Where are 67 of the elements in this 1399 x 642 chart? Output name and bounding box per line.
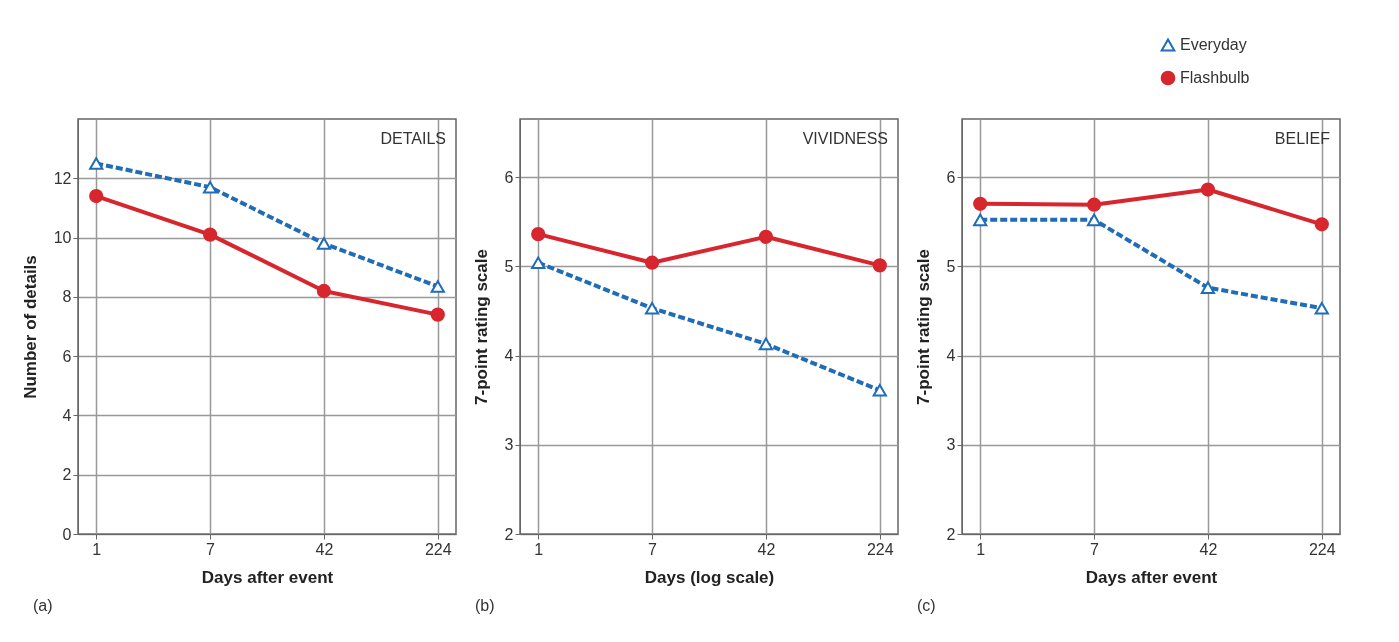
point: [430, 280, 445, 293]
point: [531, 256, 546, 269]
point: [758, 337, 774, 351]
y-tick-label: 3: [504, 436, 514, 454]
x-tick-label: 1: [534, 540, 544, 558]
x-axis-title: Days after event: [201, 567, 334, 587]
x-axis-title: Days after event: [1085, 567, 1218, 587]
point: [1314, 217, 1329, 232]
text: BELIEF: [1274, 130, 1331, 147]
y-tick-label: 4: [504, 347, 514, 365]
y-tick-label: 3: [946, 436, 956, 454]
point: [973, 213, 988, 227]
x-tick-label: 42: [1199, 540, 1218, 558]
point: [531, 227, 546, 242]
point: [1200, 281, 1216, 294]
text: (b): [475, 597, 495, 614]
y-tick-label: 5: [946, 257, 956, 275]
point: [1086, 197, 1102, 212]
y-tick-label: 0: [62, 525, 72, 543]
x-tick-label: 224: [1308, 540, 1336, 558]
point: [89, 157, 104, 170]
point: [202, 227, 218, 242]
y-tick-label: 6: [62, 347, 72, 365]
point: [644, 255, 660, 270]
point: [89, 188, 104, 204]
y-axis-title: Number of details: [20, 255, 40, 399]
point: [973, 196, 988, 211]
x-tick-label: 224: [424, 540, 452, 558]
y-tick-label: 10: [53, 229, 72, 247]
text: (c): [917, 597, 936, 614]
x-tick-label: 7: [648, 540, 658, 558]
x-tick-label: 42: [315, 540, 334, 558]
point: [1086, 213, 1102, 227]
point: [1200, 182, 1216, 197]
point: [316, 237, 332, 250]
legend-label: Flashbulb: [1180, 69, 1250, 86]
y-tick-label: 6: [504, 168, 514, 186]
x-tick-label: 7: [1090, 540, 1100, 558]
x-tick-label: 1: [976, 540, 986, 558]
point: [202, 180, 218, 194]
point: [316, 283, 332, 299]
y-tick-label: 6: [946, 168, 956, 186]
y-tick-label: 4: [62, 406, 72, 424]
legend-label: Everyday: [1180, 36, 1247, 53]
y-tick-label: 2: [62, 466, 72, 484]
point: [644, 301, 660, 315]
text: (a): [33, 597, 53, 614]
point: [872, 384, 887, 397]
y-tick-label: 5: [504, 257, 514, 275]
y-tick-label: 8: [62, 288, 72, 306]
y-tick-label: 2: [504, 525, 514, 543]
x-tick-label: 42: [757, 540, 776, 558]
point: [430, 307, 445, 322]
x-tick-label: 1: [92, 540, 102, 558]
y-axis-title: 7-point rating scale: [913, 249, 933, 405]
point: [872, 258, 887, 273]
point: [1314, 301, 1329, 315]
x-axis-title: Days (log scale): [644, 567, 775, 587]
y-axis-title: 7-point rating scale: [471, 249, 491, 405]
text: DETAILS: [380, 130, 446, 147]
text: VIVIDNESS: [802, 130, 888, 147]
y-tick-label: 12: [53, 169, 72, 187]
y-tick-label: 4: [946, 347, 956, 365]
x-tick-label: 224: [866, 540, 894, 558]
x-tick-label: 7: [206, 540, 216, 558]
y-tick-label: 2: [946, 525, 956, 543]
point: [758, 229, 774, 244]
